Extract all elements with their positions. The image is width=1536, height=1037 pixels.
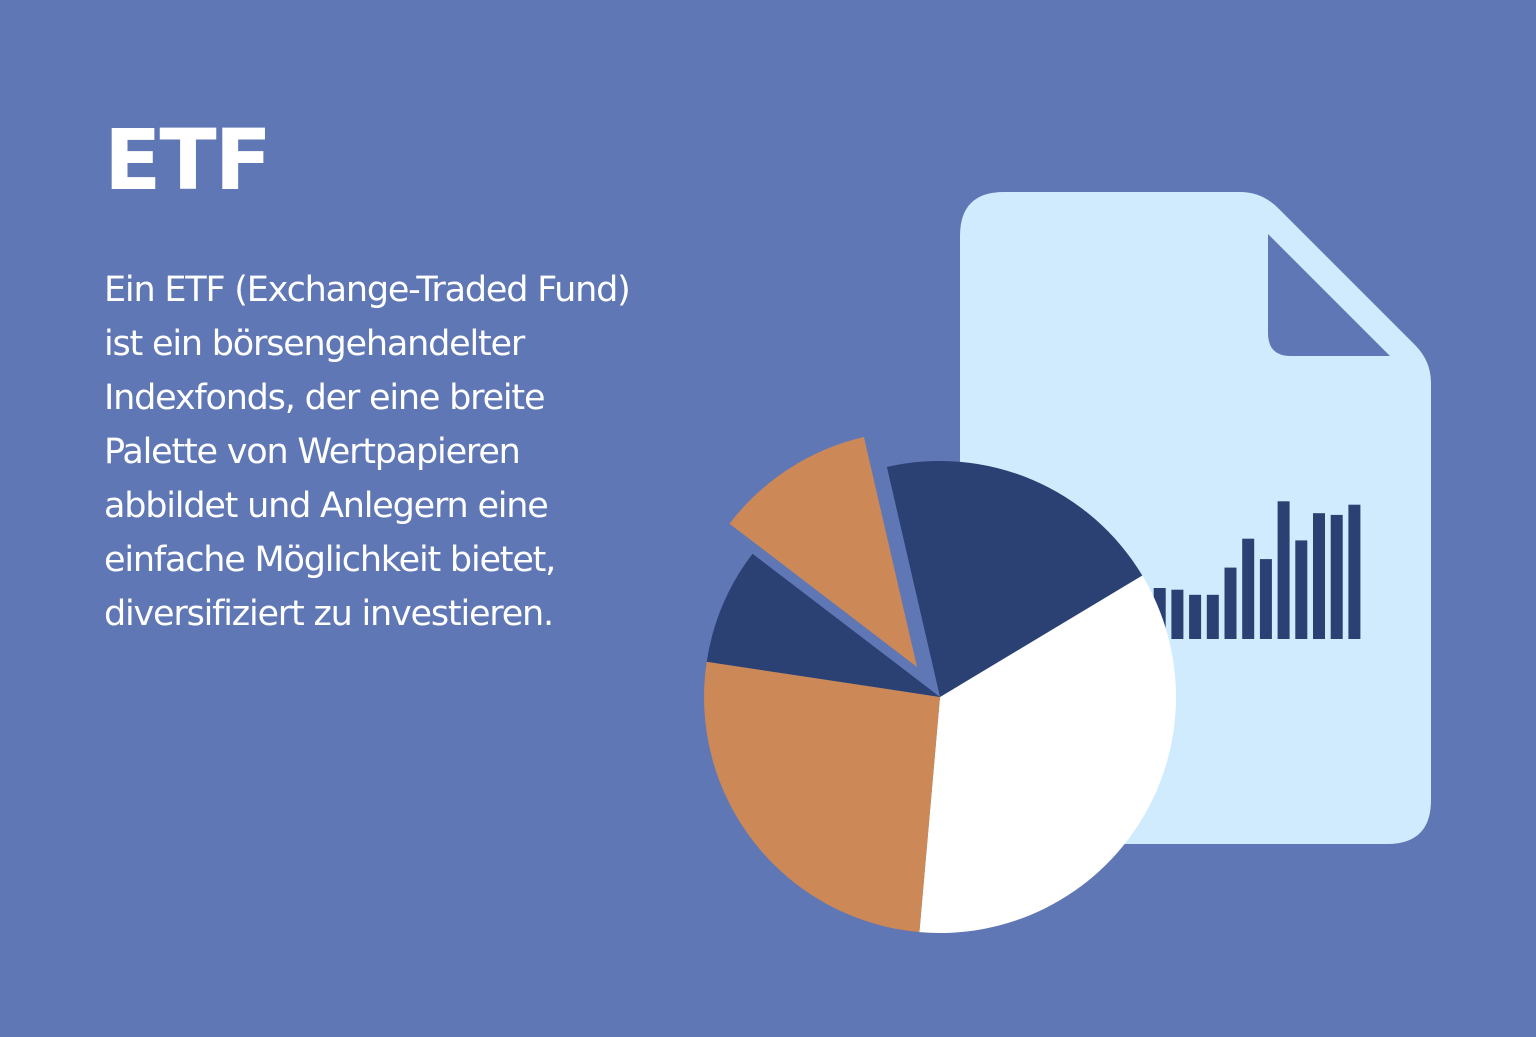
pie-slice-navy-slice-small (706, 553, 940, 697)
chart-bar (1242, 538, 1255, 639)
description-line-5: abbildet und Anlegern eine (104, 486, 549, 526)
description-line-3: Indexfonds, der eine breite (104, 378, 545, 418)
chart-bar (1330, 514, 1343, 639)
chart-bar (1171, 589, 1184, 639)
chart-bar (1189, 594, 1202, 639)
description-line-6: einfache Möglichkeit bietet, (104, 540, 556, 580)
chart-bar (1295, 540, 1308, 639)
description-line-2: ist ein börsengehandelter (104, 324, 525, 364)
document-fold-corner (1268, 234, 1390, 356)
chart-bar (1348, 504, 1361, 639)
chart-bar (1277, 501, 1290, 639)
description-line-7: diversifiziert zu investieren. (104, 594, 554, 634)
pie-slice-orange-slice-exploded (729, 437, 917, 667)
chart-bar (1206, 594, 1219, 639)
chart-bar (1259, 559, 1272, 639)
chart-bar (1313, 513, 1325, 639)
pie-slice-navy-slice-large (886, 460, 1143, 697)
description-line-4: Palette von Wertpapieren (104, 432, 521, 472)
chart-bar (1224, 567, 1237, 639)
description-line-1: Ein ETF (Exchange-Traded Fund) (104, 270, 631, 310)
etf-description: Ein ETF (Exchange-Traded Fund) ist ein b… (104, 263, 794, 641)
pie-slice-orange-slice-large (704, 661, 940, 933)
pie-slice-white-slice (919, 575, 1176, 933)
pie-chart-icon (704, 437, 1176, 933)
page-title: ETF (104, 111, 272, 209)
